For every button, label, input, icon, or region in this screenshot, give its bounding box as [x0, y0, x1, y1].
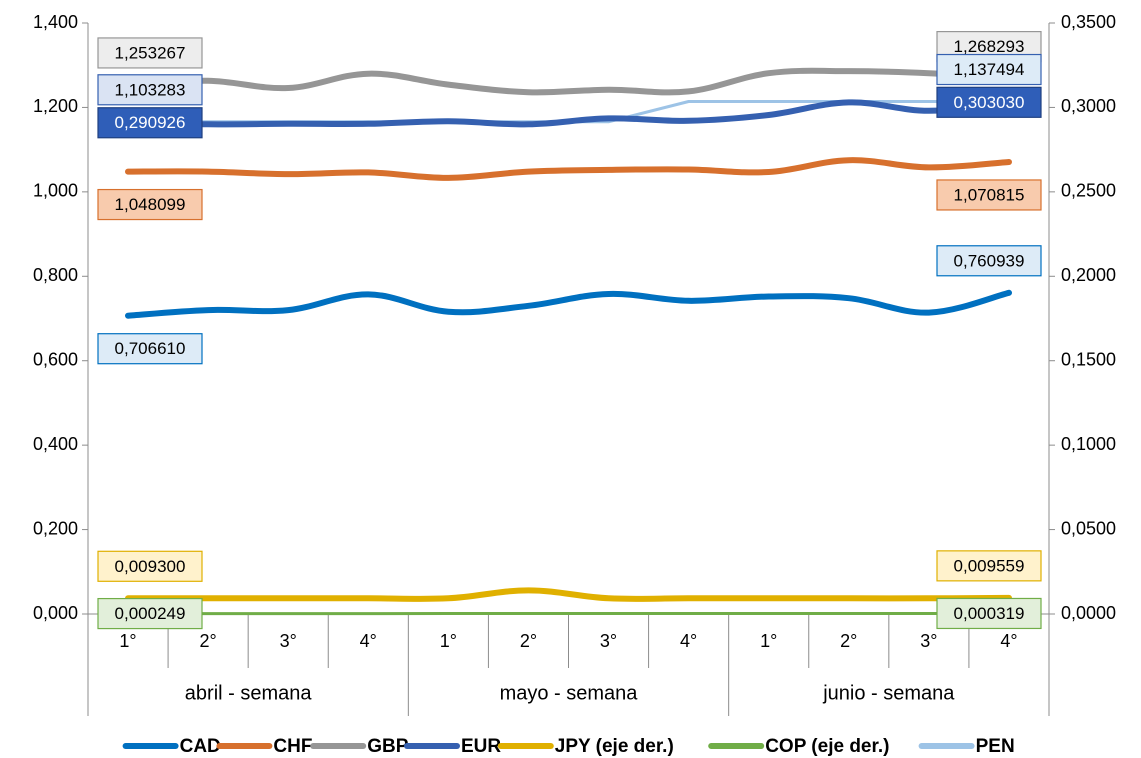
y-right-tick-label: 0,3000: [1061, 96, 1116, 116]
series-jpy-eje-der: [125, 587, 1012, 602]
y-right-tick-label: 0,3500: [1061, 12, 1116, 32]
data-label: 1,070815: [936, 179, 1042, 211]
data-label: 0,303030: [936, 86, 1042, 118]
data-label-box: [97, 597, 203, 630]
x-tick-label: 4°: [1000, 631, 1017, 651]
data-label: 0,290926: [97, 107, 203, 139]
data-label-text: 0,000249: [115, 604, 186, 623]
x-tick-label: 2°: [520, 631, 537, 651]
y-left-tick-label: 0,200: [33, 518, 78, 538]
y-left-tick-label: 1,000: [33, 181, 78, 201]
data-label-box: [936, 245, 1042, 277]
y-right-tick-label: 0,2500: [1061, 181, 1116, 201]
data-label: 0,009559: [936, 550, 1042, 582]
y-right-tick-label: 0,0500: [1061, 518, 1116, 538]
legend-item: GBP: [310, 736, 409, 757]
series-line: [125, 289, 1012, 319]
data-label: 1,048099: [97, 188, 203, 221]
data-label: 0,000249: [97, 597, 203, 630]
data-label-box: [936, 179, 1042, 211]
x-tick-label: 1°: [440, 631, 457, 651]
y-left-tick-label: 1,400: [33, 12, 78, 32]
data-label-text: 0,009559: [954, 556, 1025, 575]
y-right-tick-label: 0,1000: [1061, 434, 1116, 454]
legend-label: CHF: [273, 736, 312, 757]
data-label-text: 0,760939: [954, 251, 1025, 270]
y-right-tick-label: 0,0000: [1061, 603, 1116, 623]
y-right-tick-label: 0,2000: [1061, 265, 1116, 285]
data-label-text: 0,303030: [954, 93, 1025, 112]
data-label-text: 1,048099: [115, 195, 186, 214]
data-label-box: [97, 550, 203, 582]
legend-item: CHF: [216, 736, 312, 757]
data-label-text: 0,290926: [115, 113, 186, 132]
data-label-box: [97, 74, 203, 106]
series-line: [125, 157, 1012, 181]
legend-item: EUR: [404, 736, 501, 757]
data-label: 0,000319: [936, 597, 1042, 630]
y-left-tick-label: 0,000: [33, 603, 78, 623]
legend-item: COP (eje der.): [708, 736, 889, 757]
legend-item: JPY (eje der.): [497, 736, 674, 757]
data-label: 0,009300: [97, 550, 203, 582]
y-left-tick-label: 0,400: [33, 434, 78, 454]
x-tick-label: 3°: [600, 631, 617, 651]
data-label-box: [97, 188, 203, 221]
y-left-tick-label: 1,200: [33, 96, 78, 116]
data-label-text: 0,009300: [115, 557, 186, 576]
data-label-text: 0,706610: [115, 339, 186, 358]
x-group-label: junio - semana: [822, 682, 955, 704]
x-tick-label: 3°: [280, 631, 297, 651]
data-label-box: [97, 333, 203, 365]
data-label-box: [936, 597, 1042, 630]
series-gbp: [125, 67, 1012, 96]
series-line: [125, 67, 1012, 96]
series-cad: [125, 289, 1012, 319]
y-left-tick-label: 0,600: [33, 349, 78, 369]
x-tick-label: 1°: [760, 631, 777, 651]
legend-label: JPY (eje der.): [555, 736, 674, 757]
data-label: 1,253267: [97, 37, 203, 69]
data-label-text: 0,000319: [954, 604, 1025, 623]
data-label-text: 1,137494: [954, 60, 1025, 79]
legend-item: CAD: [122, 736, 221, 757]
data-label: 0,760939: [936, 245, 1042, 277]
data-label-box: [936, 53, 1042, 86]
x-tick-label: 1°: [119, 631, 136, 651]
y-left-tick-label: 0,800: [33, 265, 78, 285]
data-label-box: [97, 37, 203, 69]
legend-label: GBP: [367, 736, 409, 757]
legend-label: PEN: [976, 736, 1015, 757]
x-tick-label: 4°: [360, 631, 377, 651]
x-tick-label: 4°: [680, 631, 697, 651]
data-label-text: 1,253267: [115, 43, 186, 62]
data-label-box: [936, 550, 1042, 582]
x-tick-label: 3°: [920, 631, 937, 651]
data-label-text: 1,268293: [954, 37, 1025, 56]
legend-label: CAD: [180, 736, 221, 757]
data-label: 1,137494: [936, 53, 1042, 86]
data-label-text: 1,103283: [115, 80, 186, 99]
y-right-tick-label: 0,1500: [1061, 349, 1116, 369]
legend-label: EUR: [461, 736, 501, 757]
series-eur: [125, 99, 1012, 128]
legend-item: PEN: [918, 736, 1015, 757]
legend-label: COP (eje der.): [765, 736, 889, 757]
x-tick-label: 2°: [840, 631, 857, 651]
data-label-box: [97, 107, 203, 139]
data-label: 1,103283: [97, 74, 203, 106]
x-tick-label: 2°: [200, 631, 217, 651]
series-line: [125, 99, 1012, 128]
data-label: 0,706610: [97, 333, 203, 365]
series-line: [125, 587, 1012, 602]
series-chf: [125, 157, 1012, 181]
x-group-label: abril - semana: [185, 682, 313, 704]
data-label-box: [936, 86, 1042, 118]
x-group-label: mayo - semana: [500, 682, 639, 704]
data-label-text: 1,070815: [954, 185, 1025, 204]
